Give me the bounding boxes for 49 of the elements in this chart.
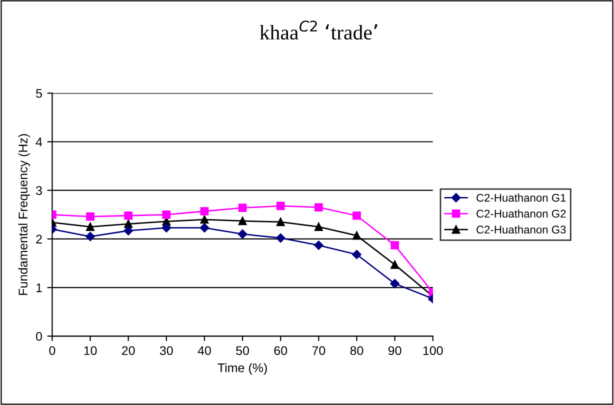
point [390,241,399,250]
y-tick-label: 2 [36,234,42,244]
point [86,222,94,231]
x-tick-label: 30 [160,346,173,356]
point [390,279,400,288]
x-tick-label: 10 [84,346,97,356]
chart-title: khaa$^{C2}$ ‘trade’ [260,20,378,40]
x-tick-label: 90 [388,346,402,356]
y-tick-label: 0 [36,332,42,341]
point [162,210,171,219]
y-axis-title: Fundamental Frequency (Hz) [18,134,30,295]
point [124,226,133,236]
y-tick-label: 1 [36,283,42,292]
x-tick-label: 50 [236,346,249,356]
point [238,204,247,212]
x-tick-label: 0 [49,346,56,356]
point [86,212,94,221]
point [238,229,248,239]
y-tick-label: 5 [36,89,42,98]
point [314,240,324,250]
point [276,233,286,243]
point [238,216,247,226]
point [352,250,362,260]
point [352,231,361,240]
point [124,220,132,228]
point [352,211,361,220]
x-tick-label: 60 [274,346,288,356]
x-tick-label: 40 [198,346,211,356]
x-axis-title: Time (%) [218,363,267,375]
y-tick-label: 3 [36,186,42,195]
y-tick-label: 4 [36,138,42,146]
point [314,222,323,231]
legend-label: C2-Huathanon G1 [476,194,566,202]
point [200,207,209,216]
point [390,260,399,269]
legend-label: C2-Huathanon G3 [476,225,566,234]
point [162,223,172,232]
x-tick-label: 100 [423,346,443,356]
point [124,211,132,220]
x-tick-label: 20 [122,346,135,356]
point [200,215,209,224]
point [200,223,210,232]
point [276,218,285,226]
legend-label: C2-Huathanon G2 [476,209,566,218]
point [86,232,95,242]
point [314,203,323,212]
x-tick-label: 70 [312,346,326,356]
point [276,202,285,210]
x-tick-label: 80 [350,346,364,356]
